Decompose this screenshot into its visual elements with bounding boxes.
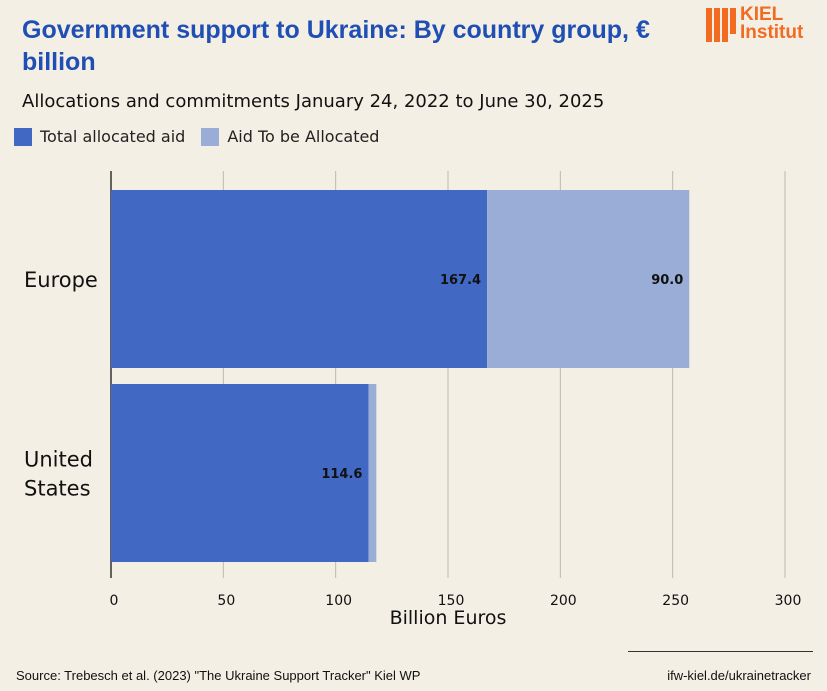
legend-swatch-to-be-allocated (201, 127, 220, 146)
source-note: Source: Trebesch et al. (2023) "The Ukra… (16, 668, 421, 683)
x-tick-label: 300 (775, 593, 802, 609)
bar-value-label: 114.6 (321, 467, 362, 482)
x-tick-label: 100 (325, 593, 352, 609)
kiel-institut-logo: KIEL Institut (706, 4, 816, 46)
legend-label-to-be-allocated: Aid To be Allocated (227, 127, 380, 146)
bar-to-be-allocated (368, 384, 377, 562)
x-tick-label: 150 (438, 593, 465, 609)
x-axis-title: Billion Euros (390, 607, 507, 629)
category-label: Europe (24, 268, 98, 292)
logo-line1: KIEL (740, 4, 784, 25)
category-label: United (24, 448, 93, 472)
source-url: ifw-kiel.de/ukrainetracker (667, 668, 811, 683)
legend-label-allocated: Total allocated aid (40, 127, 186, 146)
logo-line2: Institut (740, 22, 804, 43)
legend-item-to-be-allocated: Aid To be Allocated (201, 127, 379, 146)
logo-bars-icon (706, 8, 736, 42)
x-tick-label: 250 (662, 593, 689, 609)
x-tick-label: 0 (110, 593, 119, 609)
chart-subtitle: Allocations and commitments January 24, … (22, 91, 605, 112)
bar-to-be-allocated (487, 190, 690, 368)
legend-swatch-allocated (14, 127, 32, 146)
bar-allocated (111, 190, 488, 368)
bar-value-label: 167.4 (440, 273, 481, 288)
x-tick-label: 200 (550, 593, 577, 609)
bar-value-label: 90.0 (651, 273, 683, 288)
footer-divider (628, 651, 813, 652)
legend-item-allocated: Total allocated aid (14, 127, 185, 146)
chart-title: Government support to Ukraine: By countr… (22, 16, 650, 76)
category-label: States (24, 477, 91, 501)
logo-text: KIEL Institut (740, 4, 804, 43)
bar-chart: 0 50 100 150 200 250 300 167.4 90.0 Europe 114.6 Un… (24, 171, 802, 629)
chart-legend: Total allocated aid Aid To be Allocated (14, 127, 395, 146)
bar-allocated (111, 384, 369, 562)
x-tick-label: 50 (217, 593, 235, 609)
